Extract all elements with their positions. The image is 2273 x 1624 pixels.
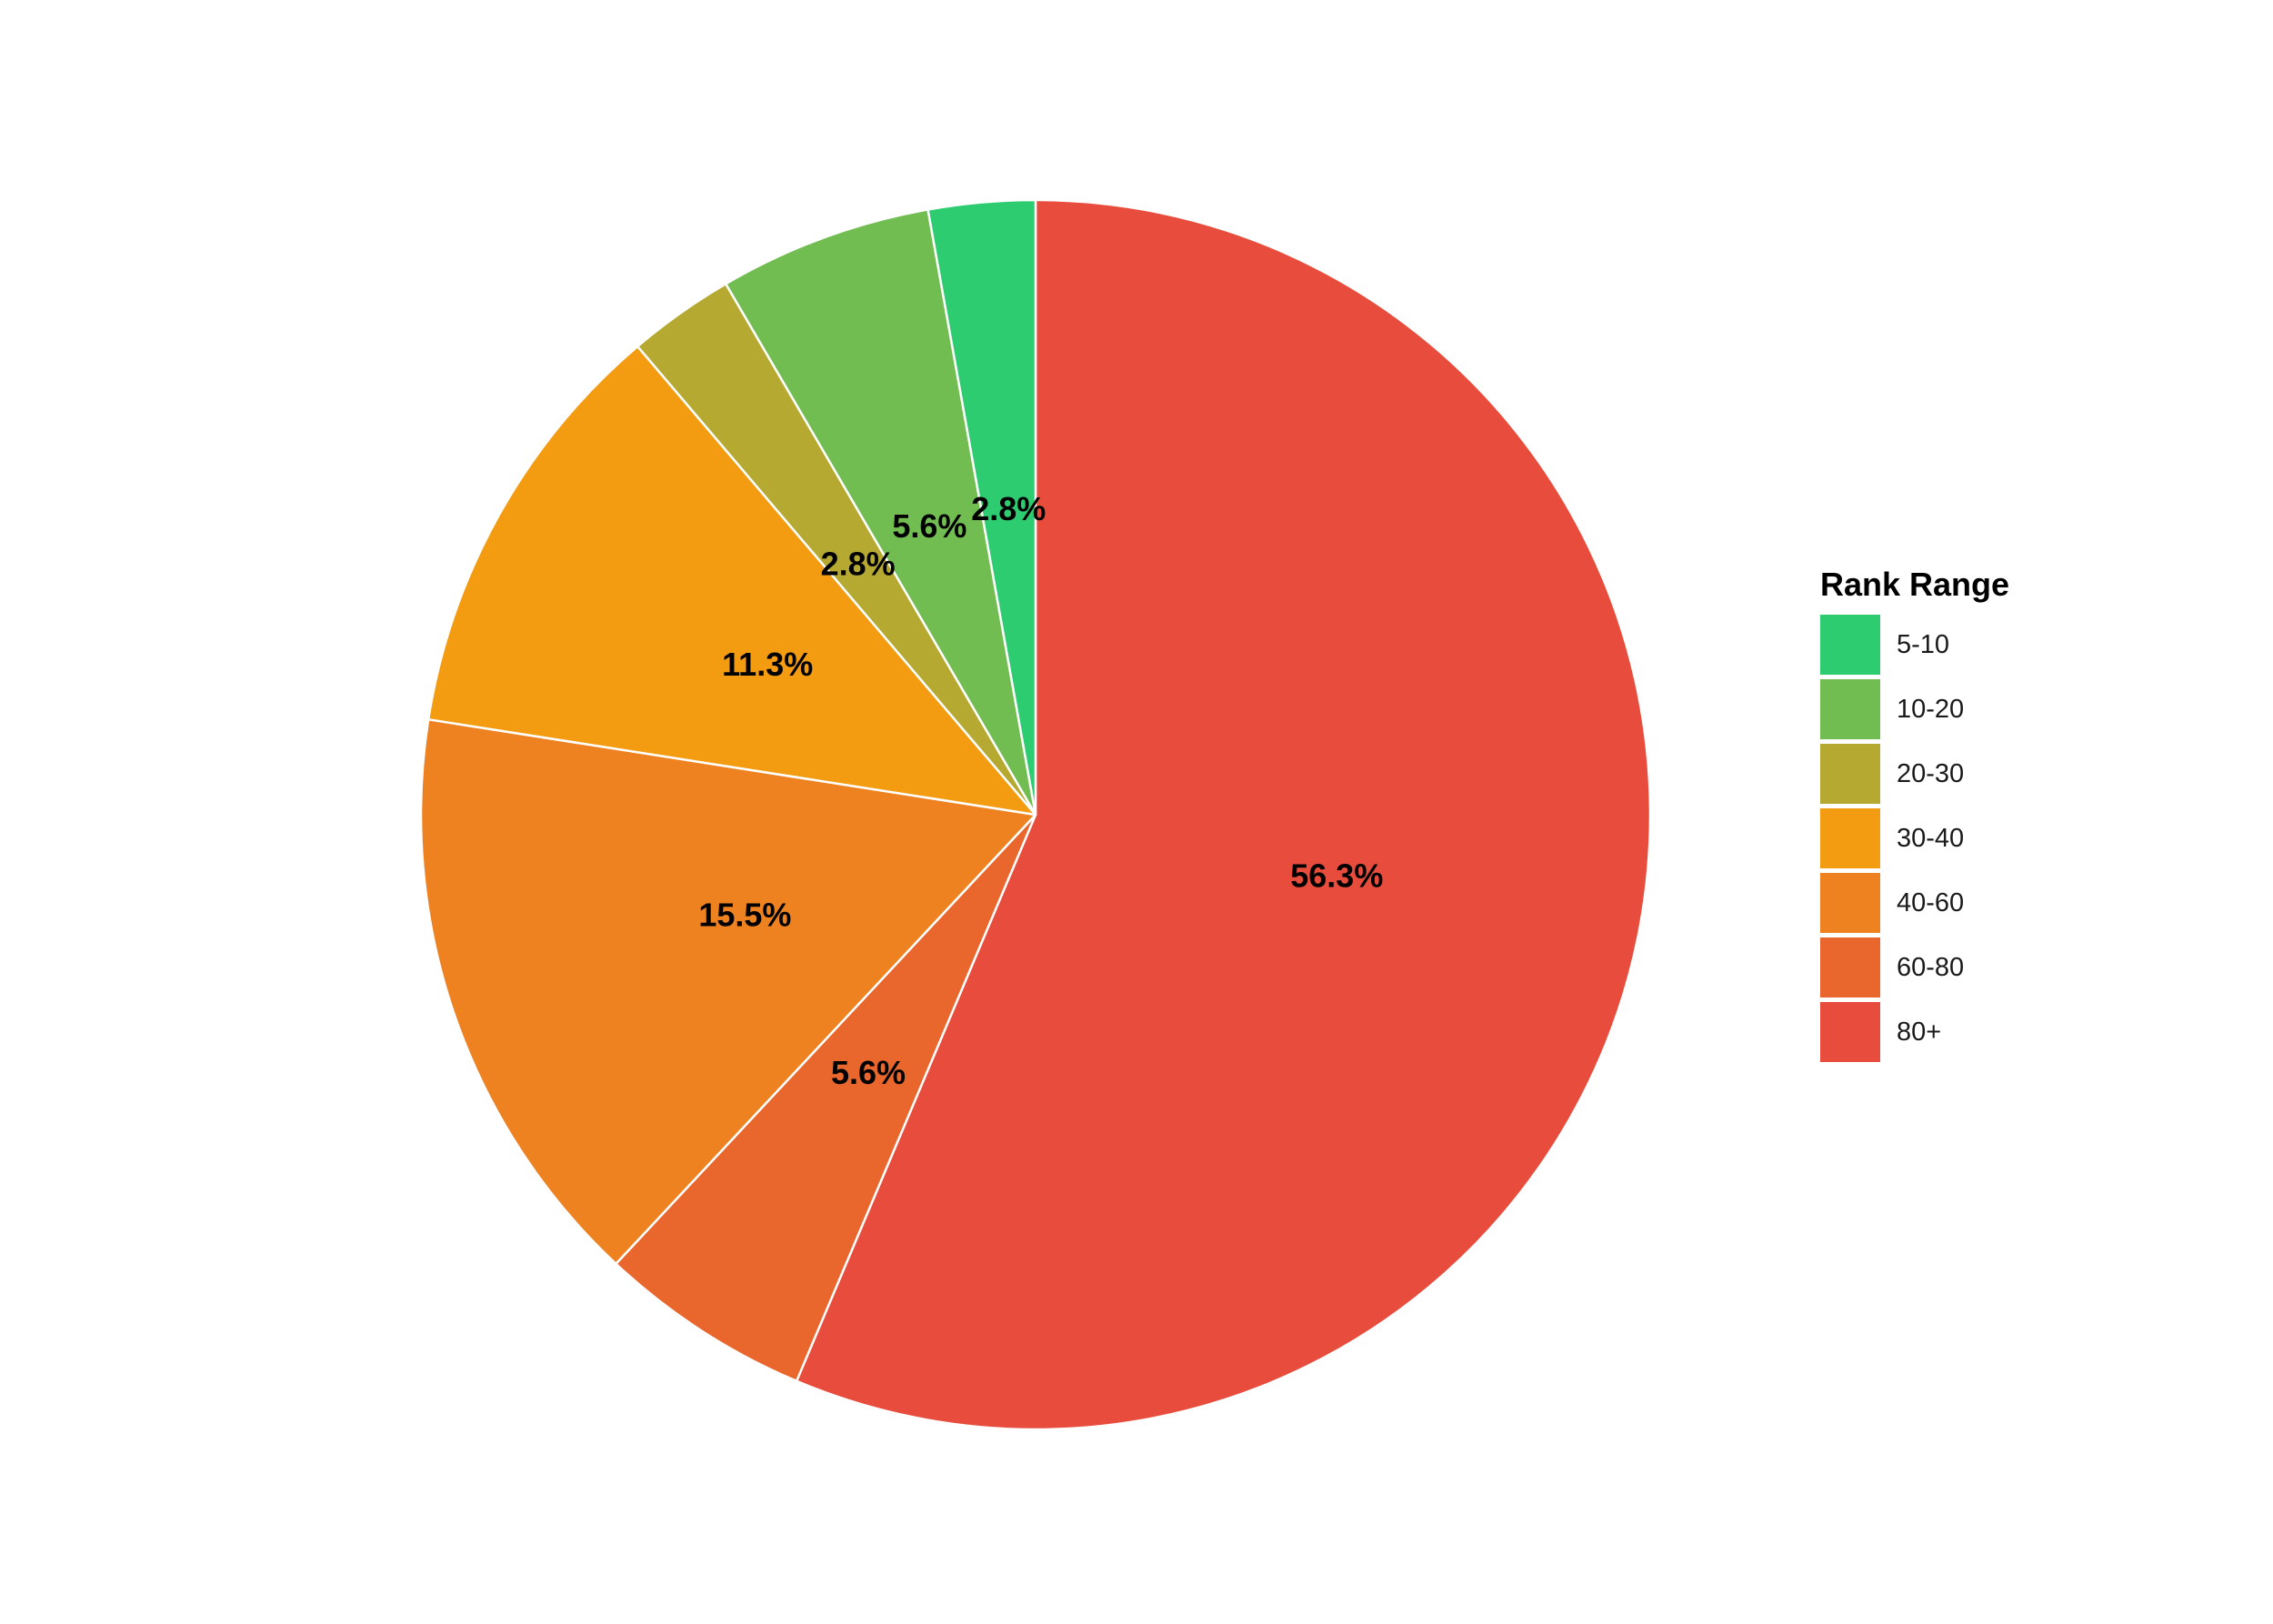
legend-label-40-60: 40-60 <box>1897 888 1964 917</box>
legend-label-5-10: 5-10 <box>1897 630 1949 659</box>
slice-label-60-80: 5.6% <box>831 1054 906 1091</box>
legend-title: Rank Range <box>1820 566 2009 603</box>
legend-label-60-80: 60-80 <box>1897 953 1964 982</box>
pie-slice-80+ <box>795 198 1652 1431</box>
legend-label-20-30: 20-30 <box>1897 759 1964 788</box>
legend-swatch-5-10 <box>1820 615 1880 675</box>
pie-slices <box>419 198 1652 1431</box>
legend-swatch-20-30 <box>1820 744 1880 804</box>
slice-label-20-30: 2.8% <box>821 546 896 583</box>
slice-label-30-40: 11.3% <box>722 646 813 683</box>
slice-label-10-20: 5.6% <box>892 507 966 545</box>
pie-slice-10-20 <box>724 208 1037 817</box>
legend-label-10-20: 10-20 <box>1897 695 1964 724</box>
pie-slice-40-60 <box>419 717 1037 1266</box>
pie-slice-5-10 <box>926 198 1037 817</box>
legend: Rank Range 5-10 10-20 20-30 30-40 40-60 60-80… <box>1820 566 2009 1062</box>
legend-label-80+: 80+ <box>1897 1018 1941 1047</box>
legend-swatch-80+ <box>1820 1002 1880 1062</box>
pie-slice-30-40 <box>426 345 1037 817</box>
slice-label-5-10: 2.8% <box>971 490 1046 527</box>
slice-label-80+: 56.3% <box>1290 857 1383 895</box>
legend-swatch-30-40 <box>1820 808 1880 868</box>
legend-swatch-60-80 <box>1820 937 1880 997</box>
pie-slice-labels: 56.3%5.6%15.5%11.3%2.8%5.6% 2.8% <box>698 490 1383 1091</box>
pie-slice-60-80 <box>615 813 1037 1383</box>
slice-label-40-60: 15.5% <box>698 897 791 934</box>
legend-swatch-10-20 <box>1820 679 1880 739</box>
legend-label-30-40: 30-40 <box>1897 824 1964 853</box>
legend-swatch-40-60 <box>1820 873 1880 933</box>
legend-items: 5-10 10-20 20-30 30-40 40-60 60-80 80+ <box>1820 615 1964 1062</box>
